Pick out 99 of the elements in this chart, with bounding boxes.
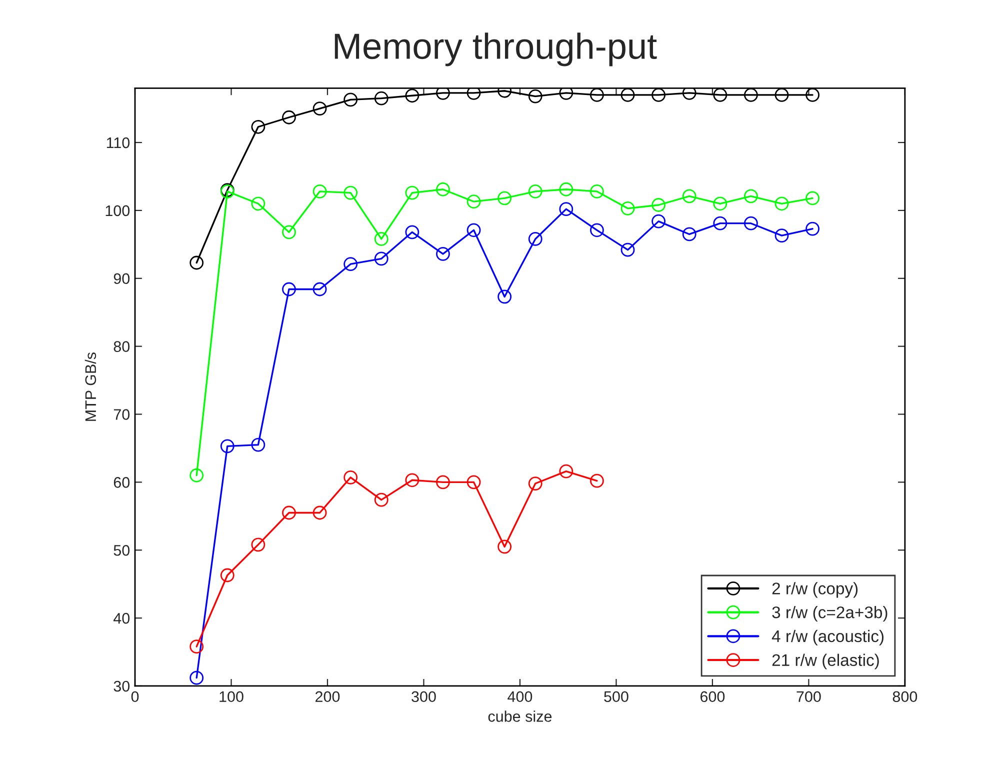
point (590, 474, 604, 488)
legend-label: 3 r/w (c=2a+3b) (772, 606, 888, 622)
x-axis-title: cube size (488, 710, 552, 722)
point (652, 214, 666, 228)
y-tick-label: 50 (114, 544, 130, 556)
point (713, 196, 728, 211)
point (436, 475, 450, 490)
point (344, 470, 358, 484)
point (405, 88, 420, 103)
point (774, 196, 789, 211)
point (528, 476, 542, 490)
point (282, 506, 296, 520)
point (344, 186, 358, 200)
point (251, 196, 266, 211)
point (528, 89, 542, 104)
point (774, 88, 789, 102)
point (312, 184, 327, 198)
x-tick-label: 500 (604, 691, 628, 702)
y-tick-label: 30 (114, 680, 130, 692)
point (436, 182, 450, 196)
point (682, 189, 696, 204)
point (713, 88, 728, 102)
point (590, 184, 604, 198)
x-tick-label: 400 (508, 691, 532, 702)
point (652, 198, 666, 212)
x-tick-label: 100 (220, 691, 244, 702)
point (620, 88, 635, 102)
x-tick-label: 300 (412, 691, 436, 702)
point (190, 256, 204, 270)
point (559, 202, 574, 216)
legend-label: 21 r/w (elastic) (772, 654, 879, 670)
point (498, 191, 512, 206)
y-tick-label: 90 (114, 273, 130, 284)
point (620, 201, 635, 216)
point (682, 88, 696, 100)
x-tick-label: 0 (131, 691, 139, 702)
point (590, 223, 604, 238)
point (559, 464, 574, 478)
point (344, 92, 358, 107)
point (498, 540, 512, 554)
point (251, 438, 266, 452)
y-tick-label: 60 (114, 477, 130, 488)
point (652, 88, 666, 102)
point (374, 252, 388, 266)
point (312, 282, 327, 296)
point (806, 222, 820, 236)
point (282, 110, 296, 124)
point (682, 227, 696, 242)
point (528, 232, 542, 246)
point (744, 216, 758, 230)
y-tick-label: 40 (113, 612, 130, 624)
point (466, 475, 481, 490)
point (590, 88, 604, 102)
point (374, 492, 388, 507)
y-tick-label: 110 (106, 137, 130, 148)
x-tick-label: 800 (892, 691, 918, 702)
point (190, 670, 204, 685)
point (405, 473, 420, 488)
point (528, 184, 542, 198)
chart-title: Memory through-put (334, 32, 657, 66)
y-tick-label: 70 (114, 409, 130, 420)
point (806, 88, 820, 102)
point (312, 102, 327, 116)
y-tick-label: 80 (114, 341, 130, 352)
point (466, 194, 481, 209)
point (251, 538, 266, 552)
point (405, 225, 420, 240)
point (220, 568, 234, 582)
point (713, 216, 728, 230)
point (282, 225, 296, 240)
point (312, 506, 327, 520)
point (344, 257, 358, 272)
point (190, 468, 204, 482)
point (251, 120, 266, 134)
x-tick-label: 600 (700, 691, 725, 702)
point (436, 88, 450, 100)
y-axis-title: MTP GB/s (84, 352, 96, 421)
x-tick-label: 200 (316, 691, 340, 702)
point (190, 640, 204, 654)
point (374, 232, 388, 246)
point (774, 228, 789, 243)
point (620, 242, 635, 257)
point (744, 189, 758, 204)
point (436, 246, 450, 261)
point (559, 88, 574, 100)
point (282, 282, 296, 296)
point (466, 223, 481, 238)
point (220, 439, 234, 454)
point (374, 91, 388, 106)
x-tick-label: 700 (796, 691, 821, 702)
point (806, 191, 820, 206)
legend-label: 4 r/w (acoustic) (772, 630, 884, 646)
point (744, 88, 758, 102)
point (498, 290, 512, 304)
point (466, 88, 481, 100)
legend-label: 2 r/w (copy) (772, 582, 858, 598)
y-tick-label: 100 (106, 205, 130, 216)
point (559, 182, 574, 196)
point (405, 186, 420, 200)
